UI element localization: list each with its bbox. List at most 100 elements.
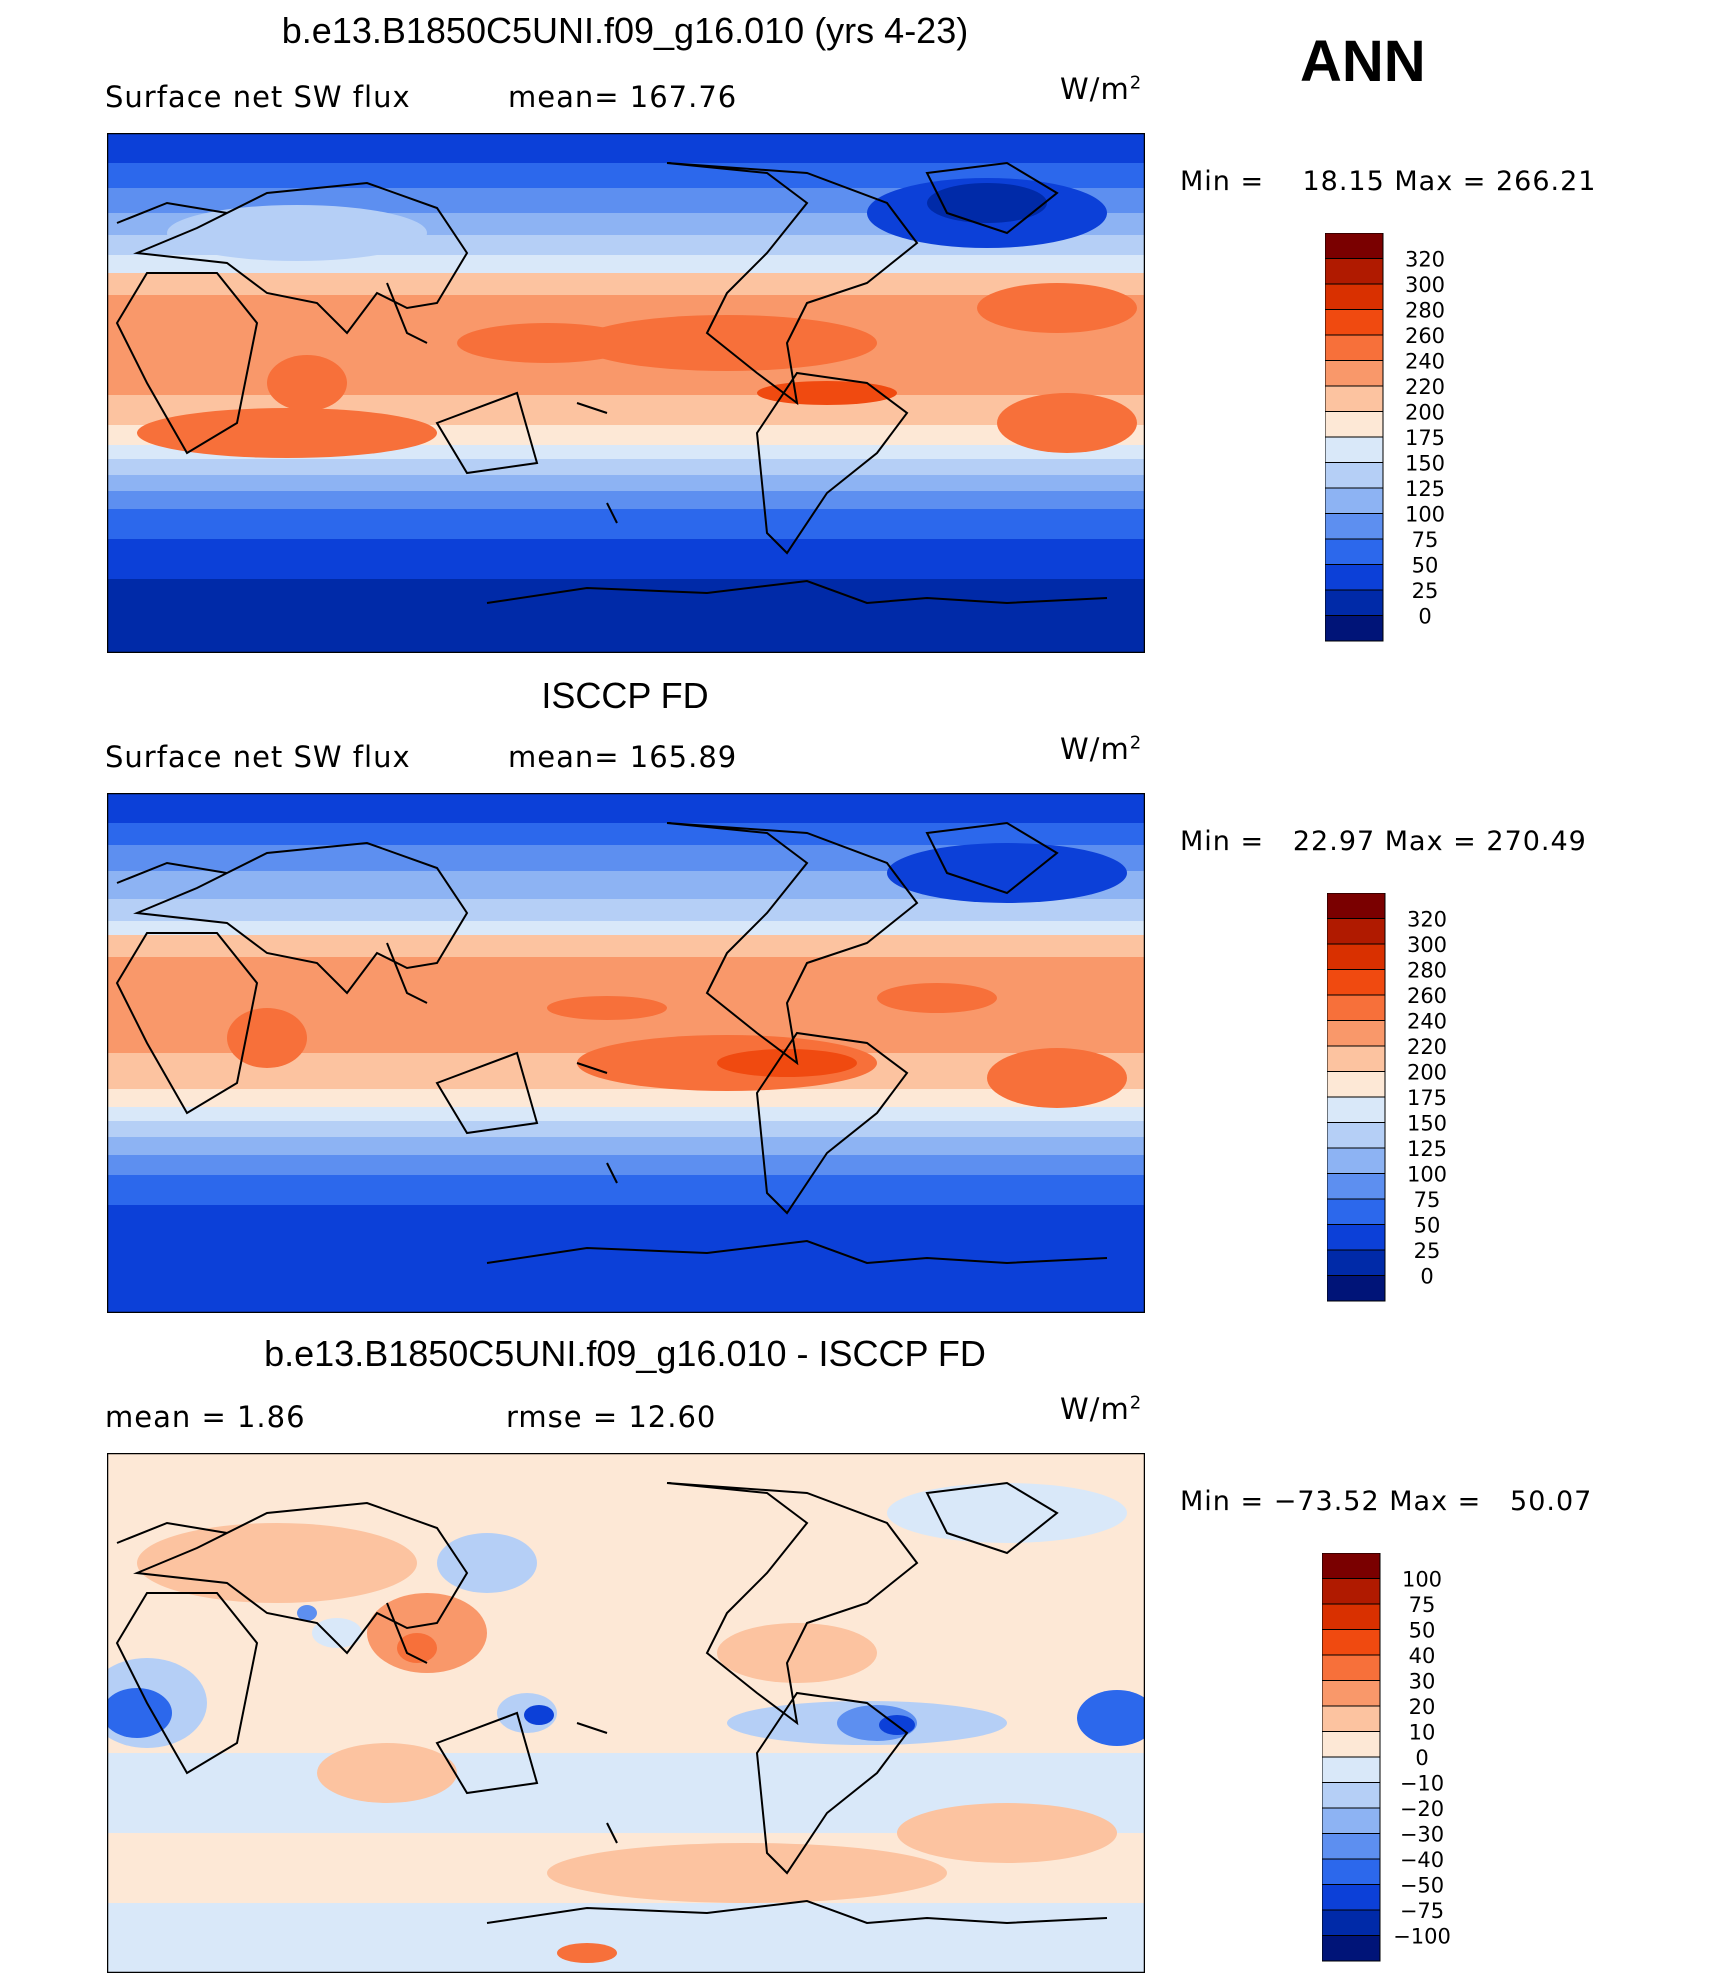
colorbar-box: [1322, 1909, 1381, 1936]
colorbar-tick-label: 40: [1409, 1644, 1436, 1668]
colorbar-tick-label: 75: [1409, 1593, 1436, 1617]
colorbar-tick-label: 25: [1414, 1239, 1441, 1263]
colorbar-box: [1327, 1198, 1386, 1225]
panel-1-min-max: Min = 18.15 Max = 266.21: [1180, 166, 1597, 197]
colorbar-tick-label: 100: [1402, 1568, 1442, 1592]
colorbar-tick-label: 175: [1407, 1086, 1447, 1110]
panel-2-map: [107, 793, 1145, 1313]
panel-1-variable-label: Surface net SW flux: [105, 80, 411, 114]
colorbar-box: [1322, 1731, 1381, 1758]
colorbar-box: [1327, 969, 1386, 996]
colorbar-box: [1322, 1884, 1381, 1911]
colorbar-tick-label: 25: [1412, 579, 1439, 603]
colorbar-box: [1322, 1654, 1381, 1681]
colorbar-tick-label: 320: [1407, 908, 1447, 932]
panel-3-mean-label: mean = 1.86: [105, 1400, 306, 1434]
colorbar-tick-label: 75: [1414, 1188, 1441, 1212]
colorbar-box: [1325, 385, 1384, 412]
colorbar-tick-label: 175: [1405, 426, 1445, 450]
colorbar-box: [1327, 893, 1386, 919]
colorbar-tick-label: 240: [1407, 1010, 1447, 1034]
panel-2-units: W/m2: [1060, 732, 1143, 766]
colorbar-tick-label: 200: [1407, 1061, 1447, 1085]
colorbar-tick-label: 125: [1407, 1137, 1447, 1161]
colorbar-box: [1322, 1603, 1381, 1630]
colorbar-box: [1325, 462, 1384, 489]
colorbar-box: [1327, 1275, 1386, 1302]
colorbar-tick-label: 0: [1420, 1265, 1433, 1289]
panel-2-min-max: Min = 22.97 Max = 270.49: [1180, 826, 1587, 857]
colorbar-box: [1327, 1045, 1386, 1072]
panel-1-colorbar: 320 300 280 260 240 220 200 175 150 125 100 75 50 25 0: [1325, 233, 1495, 643]
colorbar-box: [1325, 233, 1384, 259]
colorbar-tick-label: 100: [1407, 1163, 1447, 1187]
panel-2-title: ISCCP FD: [541, 675, 709, 716]
colorbar-box: [1322, 1858, 1381, 1885]
colorbar-tick-label: 20: [1409, 1695, 1436, 1719]
colorbar-box: [1325, 309, 1384, 336]
colorbar-tick-label: −10: [1400, 1772, 1444, 1796]
panel-2-variable-label: Surface net SW flux: [105, 740, 411, 774]
colorbar-tick-label: 125: [1405, 477, 1445, 501]
colorbar-tick-label: 260: [1407, 984, 1447, 1008]
colorbar-box: [1325, 360, 1384, 387]
colorbar-box: [1322, 1807, 1381, 1834]
colorbar-box: [1327, 1096, 1386, 1123]
colorbar-box: [1325, 411, 1384, 438]
colorbar-box: [1327, 1224, 1386, 1251]
colorbar-tick-label: −75: [1400, 1899, 1444, 1923]
colorbar-box: [1325, 334, 1384, 361]
panel-1-units: W/m2: [1060, 72, 1143, 106]
colorbar-box: [1327, 943, 1386, 970]
colorbar-box: [1322, 1782, 1381, 1809]
panel-3-min-max: Min = −73.52 Max = 50.07: [1180, 1486, 1593, 1517]
colorbar-tick-label: 150: [1407, 1112, 1447, 1136]
colorbar-tick-label: 75: [1412, 528, 1439, 552]
colorbar-tick-label: 300: [1405, 273, 1445, 297]
panel-3-title: b.e13.B1850C5UNI.f09_g16.010 - ISCCP FD: [264, 1333, 986, 1374]
colorbar-box: [1322, 1705, 1381, 1732]
colorbar-box: [1322, 1756, 1381, 1783]
panel-1-map: [107, 133, 1145, 653]
colorbar-tick-label: 50: [1409, 1619, 1436, 1643]
colorbar-tick-label: 320: [1405, 248, 1445, 272]
panel-3-rmse-label: rmse = 12.60: [506, 1400, 717, 1434]
colorbar-box: [1327, 1020, 1386, 1047]
colorbar-box: [1322, 1935, 1381, 1962]
colorbar-box: [1327, 994, 1386, 1021]
colorbar-box: [1322, 1833, 1381, 1860]
colorbar-box: [1325, 564, 1384, 591]
panel-1-mean-label: mean= 167.76: [508, 80, 738, 114]
colorbar-box: [1327, 1249, 1386, 1276]
colorbar-box: [1322, 1578, 1381, 1605]
colorbar-tick-label: 30: [1409, 1670, 1436, 1694]
colorbar-tick-label: 50: [1414, 1214, 1441, 1238]
colorbar-tick-label: 0: [1415, 1746, 1428, 1770]
colorbar-tick-label: 50: [1412, 554, 1439, 578]
panel-2-mean-label: mean= 165.89: [508, 740, 738, 774]
colorbar-tick-label: 10: [1409, 1721, 1436, 1745]
colorbar-box: [1327, 1071, 1386, 1098]
colorbar-box: [1327, 1122, 1386, 1149]
colorbar-box: [1322, 1629, 1381, 1656]
colorbar-tick-label: 300: [1407, 933, 1447, 957]
season-label: ANN: [1300, 29, 1426, 94]
panel-3-colorbar: 100 75 50 40 30 20 10 0 −10 −20 −30 −40 −50 −75 −100: [1322, 1553, 1492, 1963]
colorbar-box: [1325, 615, 1384, 642]
colorbar-box: [1327, 1173, 1386, 1200]
colorbar-tick-label: 220: [1407, 1035, 1447, 1059]
panel-3-units: W/m2: [1060, 1392, 1143, 1426]
panel-3-map: [107, 1453, 1145, 1973]
colorbar-tick-label: 150: [1405, 452, 1445, 476]
colorbar-tick-label: 220: [1405, 375, 1445, 399]
colorbar-tick-label: 280: [1405, 299, 1445, 323]
colorbar-box: [1325, 436, 1384, 463]
colorbar-tick-label: 240: [1405, 350, 1445, 374]
colorbar-tick-label: −50: [1400, 1874, 1444, 1898]
colorbar-tick-label: −100: [1393, 1925, 1451, 1949]
colorbar-tick-label: −40: [1400, 1848, 1444, 1872]
colorbar-tick-label: −30: [1400, 1823, 1444, 1847]
colorbar-tick-label: 0: [1418, 605, 1431, 629]
